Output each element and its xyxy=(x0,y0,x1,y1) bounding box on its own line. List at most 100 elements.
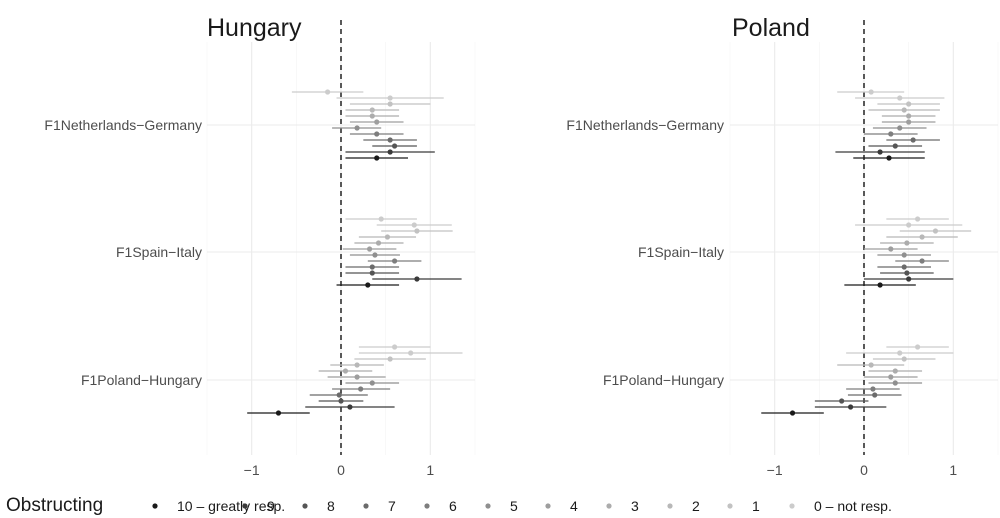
point-estimate xyxy=(369,113,375,119)
point-estimate xyxy=(387,137,393,143)
point-estimate xyxy=(338,398,344,404)
y-tick-label: F1Netherlands−Germany xyxy=(44,117,202,133)
legend-key xyxy=(727,503,733,509)
x-tick-label: −1 xyxy=(244,462,260,478)
point-estimate xyxy=(374,131,380,137)
legend-key xyxy=(789,503,795,509)
y-tick-label: F1Spain−Italy xyxy=(638,244,724,260)
point-estimate xyxy=(901,107,907,113)
legend-key xyxy=(302,503,308,509)
point-estimate xyxy=(868,362,874,368)
point-estimate xyxy=(888,374,894,380)
point-estimate xyxy=(374,119,380,125)
legend-label: 8 xyxy=(327,498,335,514)
y-tick-label: F1Netherlands−Germany xyxy=(566,117,724,133)
point-estimate xyxy=(369,380,375,386)
point-estimate xyxy=(342,368,349,374)
point-estimate xyxy=(901,264,907,270)
x-tick-label: 1 xyxy=(426,462,434,478)
point-estimate xyxy=(901,252,907,258)
point-estimate xyxy=(387,356,393,362)
legend-key xyxy=(424,503,430,509)
point-estimate xyxy=(906,101,912,107)
point-estimate xyxy=(378,216,384,222)
legend-key xyxy=(606,503,612,509)
legend-key xyxy=(545,503,551,509)
point-estimate xyxy=(358,386,364,392)
point-estimate xyxy=(369,264,375,270)
point-estimate xyxy=(906,222,912,228)
point-estimate xyxy=(932,228,939,234)
legend-key xyxy=(242,503,248,509)
point-estimate xyxy=(372,252,378,258)
point-estimate xyxy=(387,101,393,107)
y-tick-label: F1Spain−Italy xyxy=(116,244,202,260)
legend-label: 10 – greatly resp. xyxy=(177,498,285,514)
point-estimate xyxy=(872,392,878,398)
x-tick-label: −1 xyxy=(767,462,783,478)
point-estimate xyxy=(325,89,331,95)
legend-label: 4 xyxy=(570,498,578,514)
point-estimate xyxy=(868,89,874,95)
point-estimate xyxy=(888,246,894,252)
point-estimate xyxy=(919,258,925,264)
point-estimate xyxy=(877,282,883,288)
point-estimate xyxy=(906,119,912,125)
legend-label: 3 xyxy=(631,498,639,514)
point-estimate xyxy=(904,270,910,276)
point-estimate xyxy=(839,398,845,404)
legend-label: 0 – not resp. xyxy=(814,498,892,514)
poland-panel: Poland F1Netherlands−Germany F1Spain−Italy… xyxy=(566,14,999,478)
point-estimate xyxy=(886,155,892,161)
point-estimate xyxy=(347,404,353,410)
point-estimate xyxy=(392,143,398,149)
legend-key xyxy=(363,503,369,509)
point-estimate xyxy=(365,282,371,288)
point-estimate xyxy=(366,246,373,252)
panel-title: Poland xyxy=(732,14,810,42)
point-estimate xyxy=(414,276,420,282)
point-estimate xyxy=(354,125,360,131)
point-estimate xyxy=(892,143,898,149)
point-estimate xyxy=(414,228,420,234)
point-estimate xyxy=(336,392,342,398)
legend-key xyxy=(485,503,491,509)
legend-label: 5 xyxy=(510,498,518,514)
point-estimate xyxy=(848,404,854,410)
point-estimate xyxy=(915,216,921,222)
point-estimate xyxy=(897,125,903,131)
point-estimate xyxy=(910,137,916,143)
point-estimate xyxy=(354,362,360,368)
legend-key xyxy=(152,503,158,509)
point-estimate xyxy=(892,380,898,386)
point-estimate xyxy=(906,276,912,282)
point-estimate xyxy=(374,155,380,161)
point-estimate xyxy=(870,386,876,392)
point-estimate xyxy=(375,240,382,246)
legend-label: 6 xyxy=(449,498,457,514)
point-estimate xyxy=(897,350,903,356)
y-tick-label: F1Poland−Hungary xyxy=(81,372,202,388)
point-estimate xyxy=(387,149,393,155)
point-estimate xyxy=(789,410,796,416)
point-estimate xyxy=(392,258,398,264)
legend-title: Obstructing xyxy=(6,495,103,516)
point-estimate xyxy=(411,222,417,228)
hungary-panel: Hungary F1Netherlands−Germany F1Spain−Ital… xyxy=(44,14,476,478)
legend-label: 1 xyxy=(752,498,760,514)
point-estimate xyxy=(892,368,898,374)
legend-label: 7 xyxy=(388,498,396,514)
point-estimate xyxy=(901,356,907,362)
point-estimate xyxy=(387,95,393,101)
point-estimate xyxy=(915,344,921,350)
legend-label: 2 xyxy=(692,498,700,514)
panel-title: Hungary xyxy=(207,14,302,42)
point-estimate xyxy=(384,234,391,240)
x-tick-label: 0 xyxy=(860,462,868,478)
y-tick-label: F1Poland−Hungary xyxy=(603,372,724,388)
x-tick-label: 1 xyxy=(949,462,957,478)
x-tick-label: 0 xyxy=(337,462,345,478)
legend: Obstructing 10 – greatly resp.9 8 7 6 5 4 3 2 1 0 … xyxy=(6,495,892,516)
point-estimate xyxy=(906,113,912,119)
